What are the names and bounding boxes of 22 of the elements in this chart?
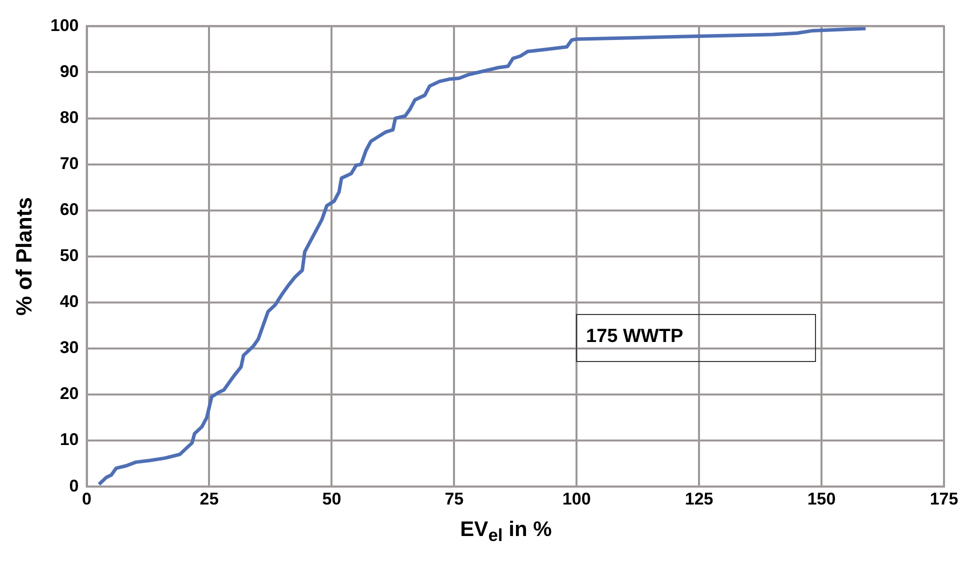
x-axis-title: EV$_{el}$ in % [459,518,553,546]
y-tick-label: 70 [60,154,79,174]
x-tick-label: 100 [562,489,591,508]
y-tick-label: 100 [50,16,79,35]
y-tick-label: 20 [60,384,79,404]
x-tick-label: 50 [322,489,342,508]
y-tick-label: 50 [60,246,79,266]
y-tick-label: 30 [60,338,79,358]
x-tick-label: 25 [200,489,219,508]
x-tick-label: 0 [82,489,92,508]
y-tick-label: 60 [60,200,79,220]
x-tick-label: 125 [684,489,714,508]
x-tick-label: 175 [930,489,958,508]
y-tick-label: 80 [60,108,79,127]
y-axis-title: % of Plants [11,197,36,316]
y-tick-label: 40 [60,292,79,312]
x-tick-label: 75 [444,489,464,508]
annotation: 175 WWTP [586,326,684,348]
x-tick-label: 150 [807,489,836,508]
y-tick-label: 0 [69,476,79,496]
y-tick-label: 10 [60,430,79,450]
y-tick-label: 90 [60,62,79,81]
